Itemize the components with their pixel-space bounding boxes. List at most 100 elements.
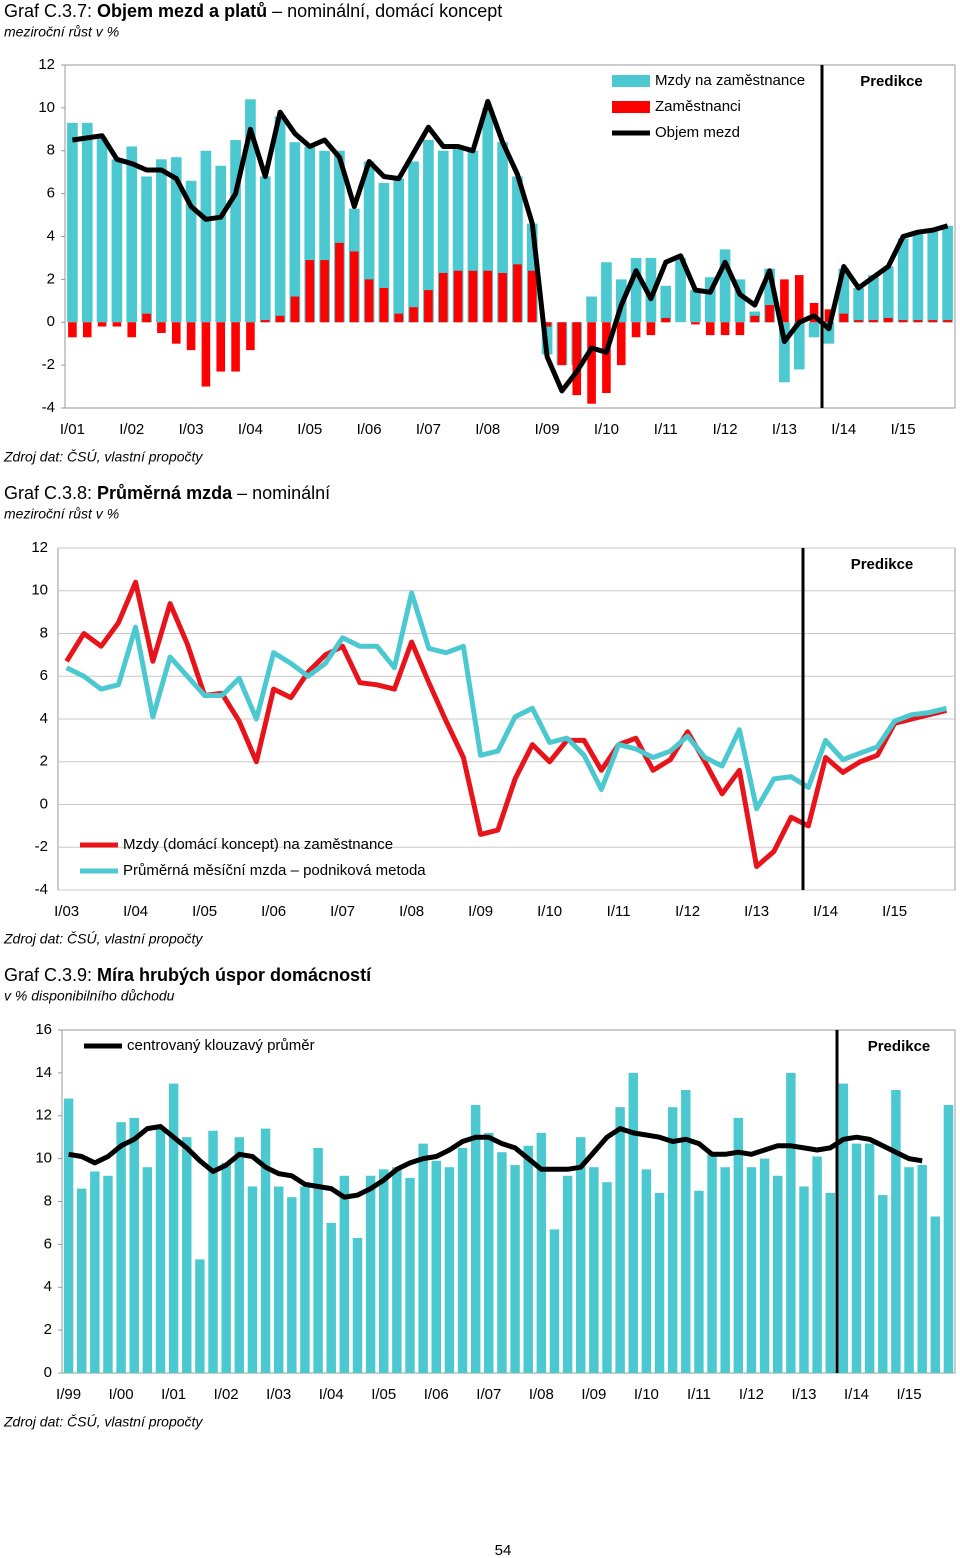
chart-title: Graf C.3.7: Objem mezd a platů – nominální… — [4, 1, 502, 21]
bar — [452, 148, 464, 323]
bar — [864, 1143, 875, 1373]
bar — [185, 180, 197, 323]
line-series — [68, 1124, 923, 1200]
bar — [882, 266, 894, 323]
legend-label: Mzdy na zaměstnance — [655, 72, 805, 89]
bar — [794, 275, 804, 323]
title-number: Graf C.3.8: — [4, 483, 92, 503]
legend-swatch — [612, 75, 650, 87]
y-tick-label: 12 — [35, 1107, 52, 1124]
bar — [654, 1192, 665, 1373]
bar — [320, 260, 329, 323]
bar — [691, 322, 700, 325]
bar — [854, 320, 863, 323]
bar — [168, 1083, 179, 1373]
bar — [667, 1107, 678, 1373]
y-tick-label: 6 — [47, 185, 55, 202]
bar — [799, 1186, 809, 1373]
bar — [645, 257, 657, 323]
bar — [195, 1259, 205, 1373]
bar — [878, 1195, 888, 1373]
bar — [111, 159, 123, 323]
x-tick-label: I/05 — [297, 421, 322, 438]
bar — [201, 322, 211, 387]
bar — [484, 1132, 494, 1373]
bar — [707, 1154, 717, 1373]
bar — [247, 1186, 258, 1373]
bar — [418, 1143, 428, 1373]
bar — [824, 309, 834, 323]
bar — [705, 322, 715, 336]
x-tick-label: I/14 — [831, 421, 856, 438]
bar — [231, 322, 240, 372]
x-tick-label: I/11 — [654, 421, 678, 438]
bar — [646, 322, 656, 336]
bar — [759, 1158, 770, 1373]
bar — [928, 320, 938, 323]
bar — [898, 320, 908, 323]
bar — [868, 275, 879, 323]
bar — [720, 1167, 730, 1373]
bar — [259, 176, 271, 323]
bar — [930, 1216, 941, 1373]
y-tick-label: 16 — [35, 1021, 52, 1038]
bar — [208, 1130, 218, 1373]
x-tick-label: I/14 — [844, 1386, 869, 1403]
bar — [103, 1175, 113, 1373]
bar — [602, 1182, 612, 1373]
bar — [326, 1222, 336, 1373]
bar — [171, 322, 181, 344]
bar — [305, 260, 315, 323]
bar — [246, 322, 255, 351]
bar — [378, 182, 390, 323]
bar — [562, 1175, 573, 1373]
bar — [549, 1229, 560, 1373]
bar — [780, 279, 789, 323]
bar — [274, 116, 286, 323]
y-tick-label: 0 — [40, 795, 48, 812]
y-tick-label: 2 — [40, 753, 48, 770]
x-tick-label: I/15 — [897, 1386, 922, 1403]
x-tick-label: I/07 — [416, 421, 441, 438]
bar — [838, 268, 850, 323]
bar — [116, 1122, 126, 1373]
bar — [363, 161, 375, 323]
bar — [364, 279, 374, 323]
title-suffix: – nominální — [237, 483, 330, 503]
chart-title: Graf C.3.9: Míra hrubých úspor domácností — [4, 965, 372, 985]
x-tick-label: I/01 — [161, 1386, 186, 1403]
legend-label: Zaměstnanci — [655, 98, 741, 115]
x-tick-label: I/02 — [214, 1386, 239, 1403]
bar — [602, 322, 611, 393]
bar — [457, 1147, 468, 1373]
y-tick-label: 4 — [40, 710, 48, 727]
bar — [746, 1167, 757, 1373]
bar — [542, 322, 552, 327]
bar — [589, 1167, 599, 1373]
x-tick-label: I/04 — [319, 1386, 344, 1403]
x-tick-label: I/05 — [192, 903, 217, 920]
legend-label: Objem mezd — [655, 124, 740, 141]
bar — [260, 320, 270, 323]
y-tick-label: 4 — [47, 227, 55, 244]
bar — [735, 322, 745, 336]
bar — [408, 161, 419, 323]
bar — [912, 234, 924, 323]
bar — [200, 150, 212, 323]
source: Zdroj dat: ČSÚ, vlastní propočty — [3, 1414, 203, 1430]
bar — [394, 313, 404, 323]
bar — [444, 1167, 455, 1373]
x-tick-label: I/13 — [744, 903, 769, 920]
bar — [512, 176, 523, 323]
source: Zdroj dat: ČSÚ, vlastní propočty — [3, 449, 203, 465]
bar — [230, 140, 241, 323]
title-number: Graf C.3.9: — [4, 965, 92, 985]
annotation: Predikce — [868, 1038, 931, 1055]
bar — [587, 322, 596, 404]
y-tick-label: 10 — [31, 582, 48, 599]
y-tick-label: 8 — [40, 624, 48, 641]
x-tick-label: I/11 — [607, 903, 631, 920]
bar — [234, 1137, 245, 1373]
bar — [127, 322, 137, 338]
bar — [112, 322, 122, 327]
